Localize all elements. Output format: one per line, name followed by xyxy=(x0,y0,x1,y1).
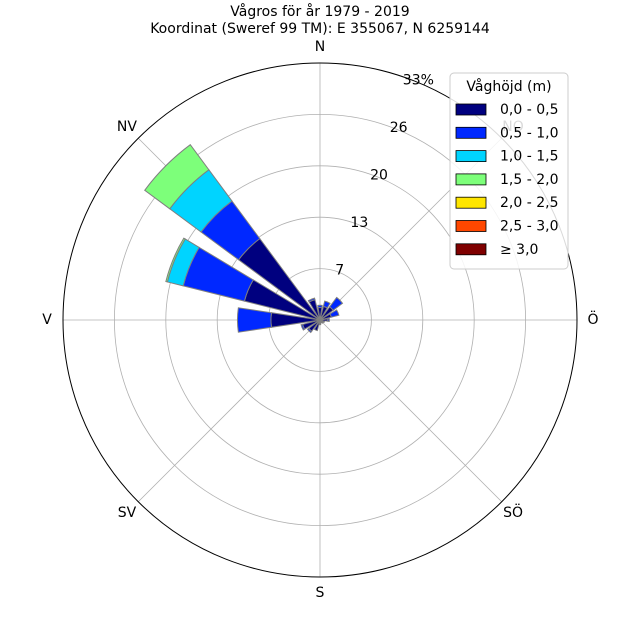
direction-label: V xyxy=(42,312,52,328)
legend-title: Våghöjd (m) xyxy=(466,78,551,95)
legend-label: 2,5 - 3,0 xyxy=(500,219,558,235)
grid-spoke xyxy=(319,319,503,503)
legend-swatch xyxy=(455,150,487,163)
direction-label: N xyxy=(315,39,325,55)
rose-bar-segment xyxy=(307,297,316,303)
legend-swatch xyxy=(455,126,487,139)
direction-label: Ö xyxy=(587,310,598,328)
radial-tick-label: 20 xyxy=(370,168,388,184)
legend-label: 2,0 - 2,5 xyxy=(500,195,558,211)
rose-bar-segment xyxy=(322,300,331,309)
legend-frame xyxy=(449,72,569,270)
rose-bar-segment xyxy=(144,144,210,210)
radial-tick-label: 33% xyxy=(403,73,434,89)
legend-label: 0,0 - 0,5 xyxy=(500,102,558,118)
direction-label: SV xyxy=(118,505,137,521)
chart-title: Vågros för år 1979 - 2019 xyxy=(230,3,409,20)
legend-items: 0,0 - 0,5 0,5 - 1,0 1,0 - 1,5 1,5 - 2,0 2,0 … xyxy=(455,102,558,258)
legend-label: 0,5 - 1,0 xyxy=(500,125,558,141)
rose-bar-segment xyxy=(329,309,340,318)
chart-subtitle: Koordinat (Sweref 99 TM): E 355067, N 62… xyxy=(150,21,490,37)
rose-bar-segment xyxy=(317,304,323,309)
outer-ring xyxy=(62,62,578,578)
legend-swatch xyxy=(455,220,487,232)
radial-tick-label: 26 xyxy=(390,120,408,136)
radial-tick-labels: 7 13 20 26 33% xyxy=(335,73,434,279)
rose-bar-segment xyxy=(306,327,313,334)
rose-bars xyxy=(144,144,344,334)
legend-swatch xyxy=(455,243,487,256)
rose-bar-segment xyxy=(300,323,306,331)
legend-swatch xyxy=(455,173,487,186)
legend-swatch xyxy=(455,196,487,209)
legend-label: 1,5 - 2,0 xyxy=(500,172,558,188)
rose-bar-segment xyxy=(327,318,330,322)
radial-tick-label: 7 xyxy=(335,263,344,279)
rose-bar-segment xyxy=(165,237,186,283)
legend: Våghöjd (m) 0,0 - 0,5 0,5 - 1,0 1,0 - 1,5 1… xyxy=(449,72,569,270)
radial-tick-label: 13 xyxy=(350,215,368,231)
direction-label: S xyxy=(316,585,325,601)
direction-label: SÖ xyxy=(503,503,523,521)
legend-swatch xyxy=(455,103,487,116)
legend-label: ≥ 3,0 xyxy=(500,242,538,258)
grid-spoke xyxy=(137,319,321,503)
direction-label: NV xyxy=(117,119,137,135)
rose-bar-segment xyxy=(329,296,344,311)
legend-label: 1,0 - 1,5 xyxy=(500,149,558,165)
rose-bar-segment xyxy=(236,307,273,333)
